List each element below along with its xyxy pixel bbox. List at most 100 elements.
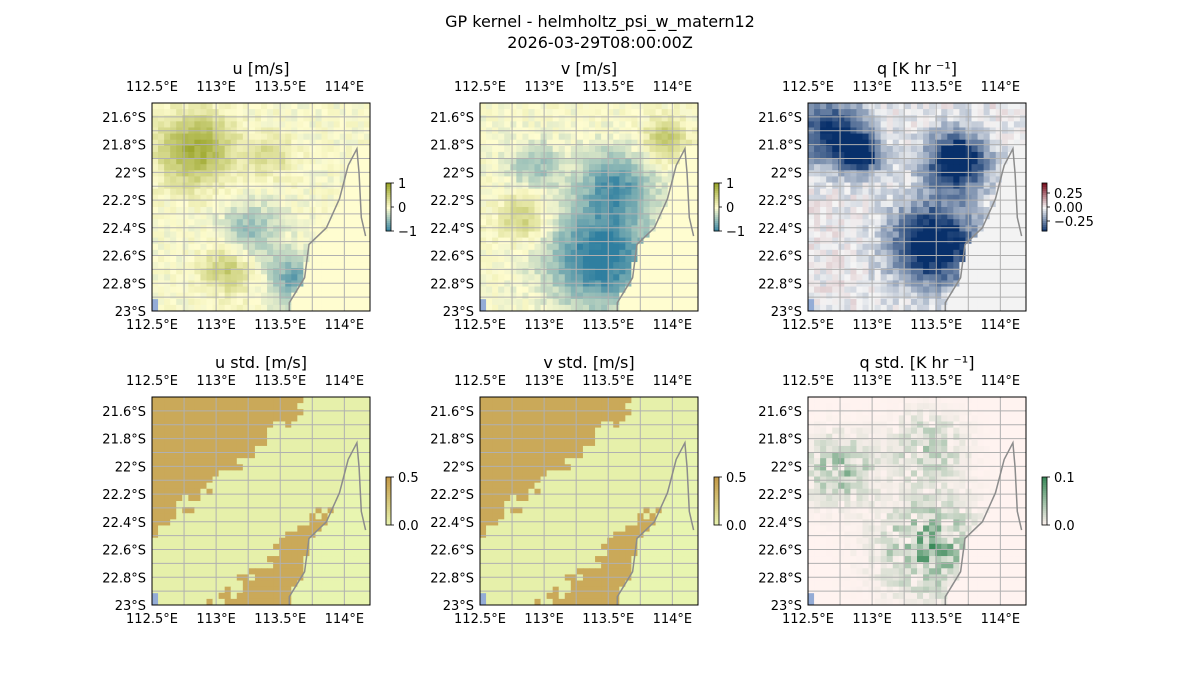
- heatmap-cell: [152, 103, 159, 110]
- heatmap-cell: [182, 458, 189, 465]
- heatmap-cell: [643, 109, 650, 116]
- heatmap-cell: [218, 304, 226, 312]
- heatmap-cell: [345, 556, 353, 563]
- heatmap-cell: [947, 207, 954, 214]
- heatmap-cell: [176, 494, 183, 502]
- heatmap-cell: [363, 292, 371, 300]
- heatmap-cell: [315, 249, 322, 257]
- heatmap-cell: [959, 292, 966, 300]
- heatmap-cell: [321, 470, 329, 477]
- heatmap-cell: [152, 139, 159, 147]
- heatmap-cell: [667, 121, 675, 128]
- heatmap-cell: [679, 158, 687, 165]
- heatmap-cell: [176, 304, 183, 312]
- colorbar-tick-label: −0.25: [1054, 215, 1094, 230]
- heatmap-cell: [546, 207, 554, 214]
- heatmap-cell: [977, 133, 985, 141]
- heatmap-cell: [297, 452, 304, 459]
- heatmap-cell: [333, 531, 341, 539]
- heatmap-cell: [808, 103, 815, 110]
- heatmap-cell: [691, 243, 699, 251]
- heatmap-cell: [176, 255, 183, 263]
- heatmap-cell: [218, 494, 226, 502]
- heatmap-cell: [188, 501, 195, 508]
- heatmap-cell: [345, 427, 353, 435]
- heatmap-cell: [279, 176, 286, 183]
- heatmap-cell: [321, 415, 329, 422]
- heatmap-cell: [242, 286, 250, 294]
- heatmap-cell: [345, 200, 353, 208]
- heatmap-cell: [321, 121, 329, 128]
- heatmap-cell: [224, 507, 232, 514]
- heatmap-cell: [176, 176, 183, 183]
- heatmap-cell: [844, 145, 851, 153]
- heatmap-cell: [679, 164, 687, 171]
- heatmap-cell: [832, 274, 839, 281]
- heatmap-cell: [297, 255, 304, 263]
- heatmap-cell: [279, 133, 286, 141]
- heatmap-cell: [959, 115, 966, 122]
- heatmap-cell: [874, 225, 882, 232]
- x-tick-label-bottom: 113.5°E: [910, 318, 962, 333]
- heatmap-cell: [898, 268, 906, 275]
- heatmap-cell: [504, 231, 511, 238]
- heatmap-cell: [917, 207, 924, 214]
- heatmap-cell: [1019, 249, 1027, 257]
- heatmap-cell: [363, 255, 371, 263]
- heatmap-cell: [351, 164, 359, 171]
- heatmap-cell: [218, 543, 226, 551]
- heatmap-cell: [230, 415, 238, 422]
- heatmap-cell: [158, 219, 165, 226]
- heatmap-cell: [667, 139, 675, 147]
- heatmap-cell: [814, 268, 821, 275]
- heatmap-cell: [643, 292, 650, 300]
- heatmap-cell: [339, 397, 347, 404]
- heatmap-cell: [947, 133, 954, 141]
- heatmap-cell: [242, 531, 250, 539]
- heatmap-cell: [685, 262, 693, 269]
- heatmap-cell: [345, 458, 353, 465]
- heatmap-cell: [158, 262, 165, 269]
- heatmap-cell: [357, 237, 365, 245]
- heatmap-cell: [273, 170, 280, 177]
- heatmap-cell: [631, 274, 638, 281]
- heatmap-cell: [327, 298, 335, 306]
- x-tick-label-bottom: 113°E: [524, 318, 564, 333]
- heatmap-cell: [345, 188, 353, 196]
- heatmap-cell: [552, 268, 560, 275]
- heatmap-cell: [333, 501, 341, 508]
- heatmap-cell: [929, 200, 936, 208]
- heatmap-cell: [339, 255, 347, 263]
- heatmap-cell: [983, 121, 991, 128]
- heatmap-cell: [321, 568, 329, 575]
- colorbar-segment: [1042, 199, 1047, 202]
- heatmap-cell: [619, 109, 626, 116]
- heatmap-cell: [285, 213, 292, 220]
- heatmap-cell: [910, 151, 918, 159]
- heatmap-cell: [673, 145, 681, 153]
- heatmap-cell: [176, 445, 183, 453]
- heatmap-cell: [261, 170, 268, 177]
- heatmap-cell: [977, 103, 985, 110]
- heatmap-cell: [164, 103, 171, 110]
- heatmap-cell: [826, 194, 833, 202]
- heatmap-cell: [339, 537, 347, 545]
- heatmap-cell: [1007, 194, 1015, 202]
- heatmap-cell: [261, 549, 268, 557]
- heatmap-cell: [345, 403, 353, 410]
- heatmap-cell: [315, 568, 322, 575]
- heatmap-cell: [351, 531, 359, 539]
- heatmap-cell: [989, 237, 997, 245]
- heatmap-cell: [516, 151, 523, 159]
- heatmap-cell: [892, 268, 900, 275]
- heatmap-cell: [649, 213, 657, 220]
- heatmap-cell: [850, 219, 857, 226]
- heatmap-cell: [230, 501, 238, 508]
- heatmap-cell: [486, 188, 493, 196]
- heatmap-cell: [613, 249, 620, 257]
- heatmap-cell: [170, 403, 177, 410]
- heatmap-cell: [923, 237, 930, 245]
- heatmap-cell: [321, 488, 329, 496]
- heatmap-cell: [242, 452, 250, 459]
- heatmap-cell: [279, 151, 286, 159]
